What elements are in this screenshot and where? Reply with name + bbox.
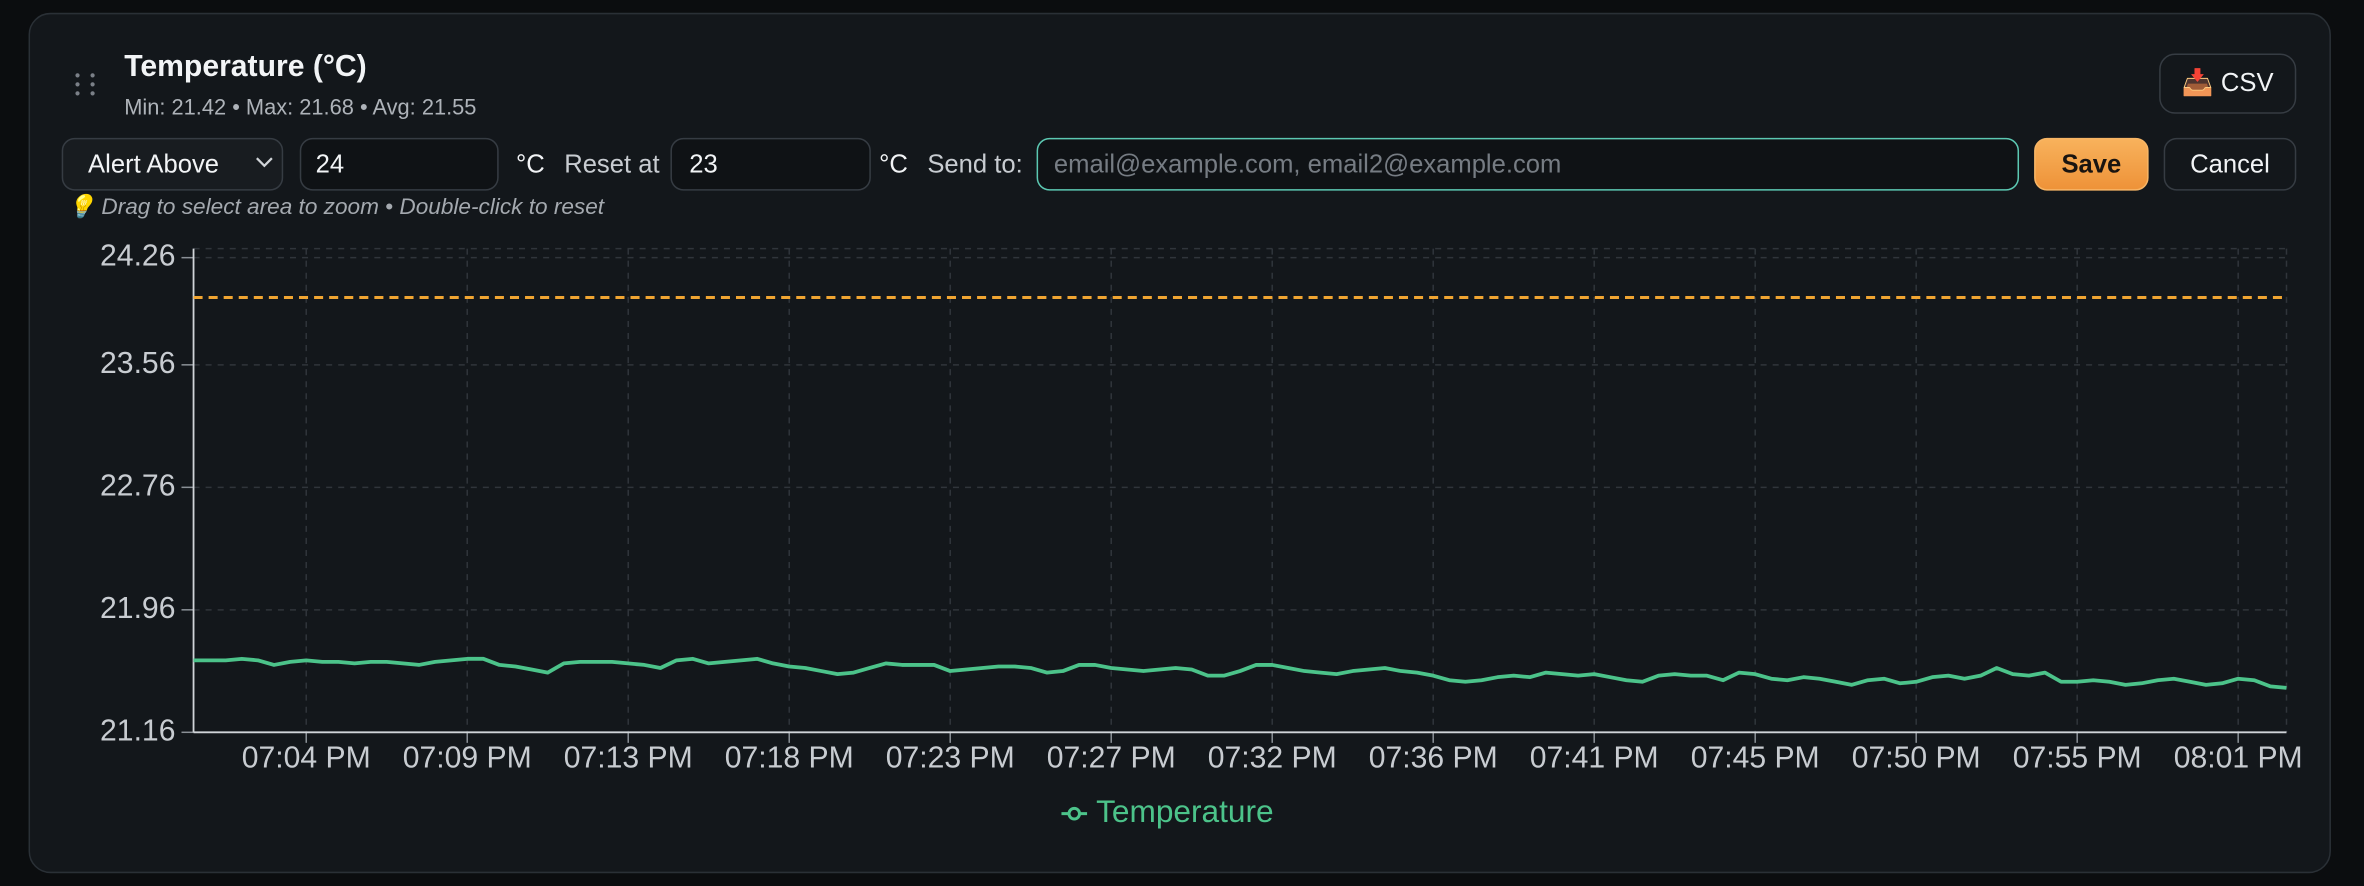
- cancel-label: Cancel: [2190, 151, 2270, 179]
- reset-value-input[interactable]: [670, 137, 871, 191]
- save-button[interactable]: [2034, 137, 2149, 191]
- y-tick-label: 22.76: [100, 469, 175, 502]
- cancel-button[interactable]: [2163, 137, 2297, 191]
- card: [28, 12, 2331, 874]
- reset-unit: °C: [879, 151, 908, 179]
- csv-button[interactable]: [2159, 53, 2297, 114]
- alert-mode-select[interactable]: [61, 137, 284, 191]
- alert-unit: °C: [516, 151, 545, 179]
- reset-label: Reset at: [564, 151, 659, 179]
- x-tick-label: 07:13 PM: [564, 741, 693, 774]
- zoom-hint: 💡 Drag to select area to zoom • Double-c…: [67, 193, 606, 219]
- alert-value-input[interactable]: [299, 137, 499, 191]
- y-tick-label: 23.56: [100, 347, 175, 380]
- y-tick-label: 21.96: [100, 592, 175, 625]
- x-tick-label: 07:09 PM: [403, 741, 532, 774]
- reset-value: 23: [689, 151, 718, 179]
- line-series: [193, 656, 2287, 690]
- x-tick-label: 07:04 PM: [242, 741, 371, 774]
- send-label: Send to:: [927, 151, 1022, 179]
- email-input[interactable]: [1036, 137, 2020, 191]
- drag-handle[interactable]: [75, 73, 95, 96]
- x-tick-label: 07:45 PM: [1691, 741, 1820, 774]
- alert-value: 24: [316, 151, 345, 179]
- x-tick-label: 07:32 PM: [1208, 741, 1337, 774]
- legend-label: Temperature: [1096, 793, 1274, 829]
- x-tick-label: 07:23 PM: [886, 741, 1015, 774]
- x-tick-label: 08:01 PM: [2174, 741, 2303, 774]
- email-placeholder: email@example.com, email2@example.com: [1054, 151, 1561, 179]
- alert-mode: Alert Above: [88, 151, 219, 179]
- x-tick-label: 07:55 PM: [2013, 741, 2142, 774]
- select-chevron: [256, 157, 273, 168]
- legend-marker: [1067, 806, 1082, 821]
- x-tick-label: 07:18 PM: [725, 741, 854, 774]
- csv-button-label: 📥 CSV: [2182, 67, 2274, 97]
- x-tick-label: 07:50 PM: [1852, 741, 1981, 774]
- x-tick-label: 07:27 PM: [1047, 741, 1176, 774]
- y-tick-label: 24.26: [100, 240, 175, 273]
- chart-title: Temperature (°C): [124, 50, 367, 83]
- stats: Min: 21.42 • Max: 21.68 • Avg: 21.55: [124, 94, 476, 119]
- save-label: Save: [2061, 151, 2121, 179]
- x-tick-label: 07:36 PM: [1369, 741, 1498, 774]
- x-tick-label: 07:41 PM: [1530, 741, 1659, 774]
- y-tick-label: 21.16: [100, 714, 175, 747]
